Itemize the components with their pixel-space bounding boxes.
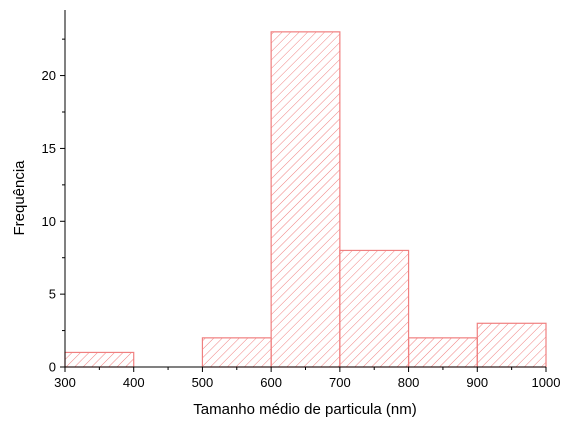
x-tick-label: 900 <box>466 375 488 390</box>
x-tick-label: 600 <box>260 375 282 390</box>
x-tick-label: 300 <box>54 375 76 390</box>
x-tick-label: 800 <box>398 375 420 390</box>
x-tick-label: 700 <box>329 375 351 390</box>
x-tick-label: 400 <box>123 375 145 390</box>
bars-group <box>64 31 547 368</box>
y-tick-label: 0 <box>49 360 56 375</box>
y-tick-label: 5 <box>49 287 56 302</box>
x-ticks-group: 300 400 500 600 700 800 900 1000 <box>54 367 560 390</box>
histogram-bar-800-900 <box>407 337 478 368</box>
histogram-bar-900-1000 <box>476 322 547 368</box>
histogram-bar-500-600 <box>201 337 272 368</box>
x-tick-label: 500 <box>192 375 214 390</box>
x-tick-label: 1000 <box>532 375 561 390</box>
histogram-bar-600-700 <box>270 31 341 368</box>
y-ticks-group: 0 5 10 15 20 <box>42 38 65 375</box>
y-tick-label: 15 <box>42 141 56 156</box>
x-axis-title: Tamanho médio de particula (nm) <box>193 401 416 418</box>
y-axis-title: Frequência <box>11 160 28 236</box>
histogram-bar-300-400 <box>64 351 135 368</box>
y-tick-label: 20 <box>42 68 56 83</box>
y-tick-label: 10 <box>42 214 56 229</box>
histogram-bar-700-800 <box>339 249 410 368</box>
